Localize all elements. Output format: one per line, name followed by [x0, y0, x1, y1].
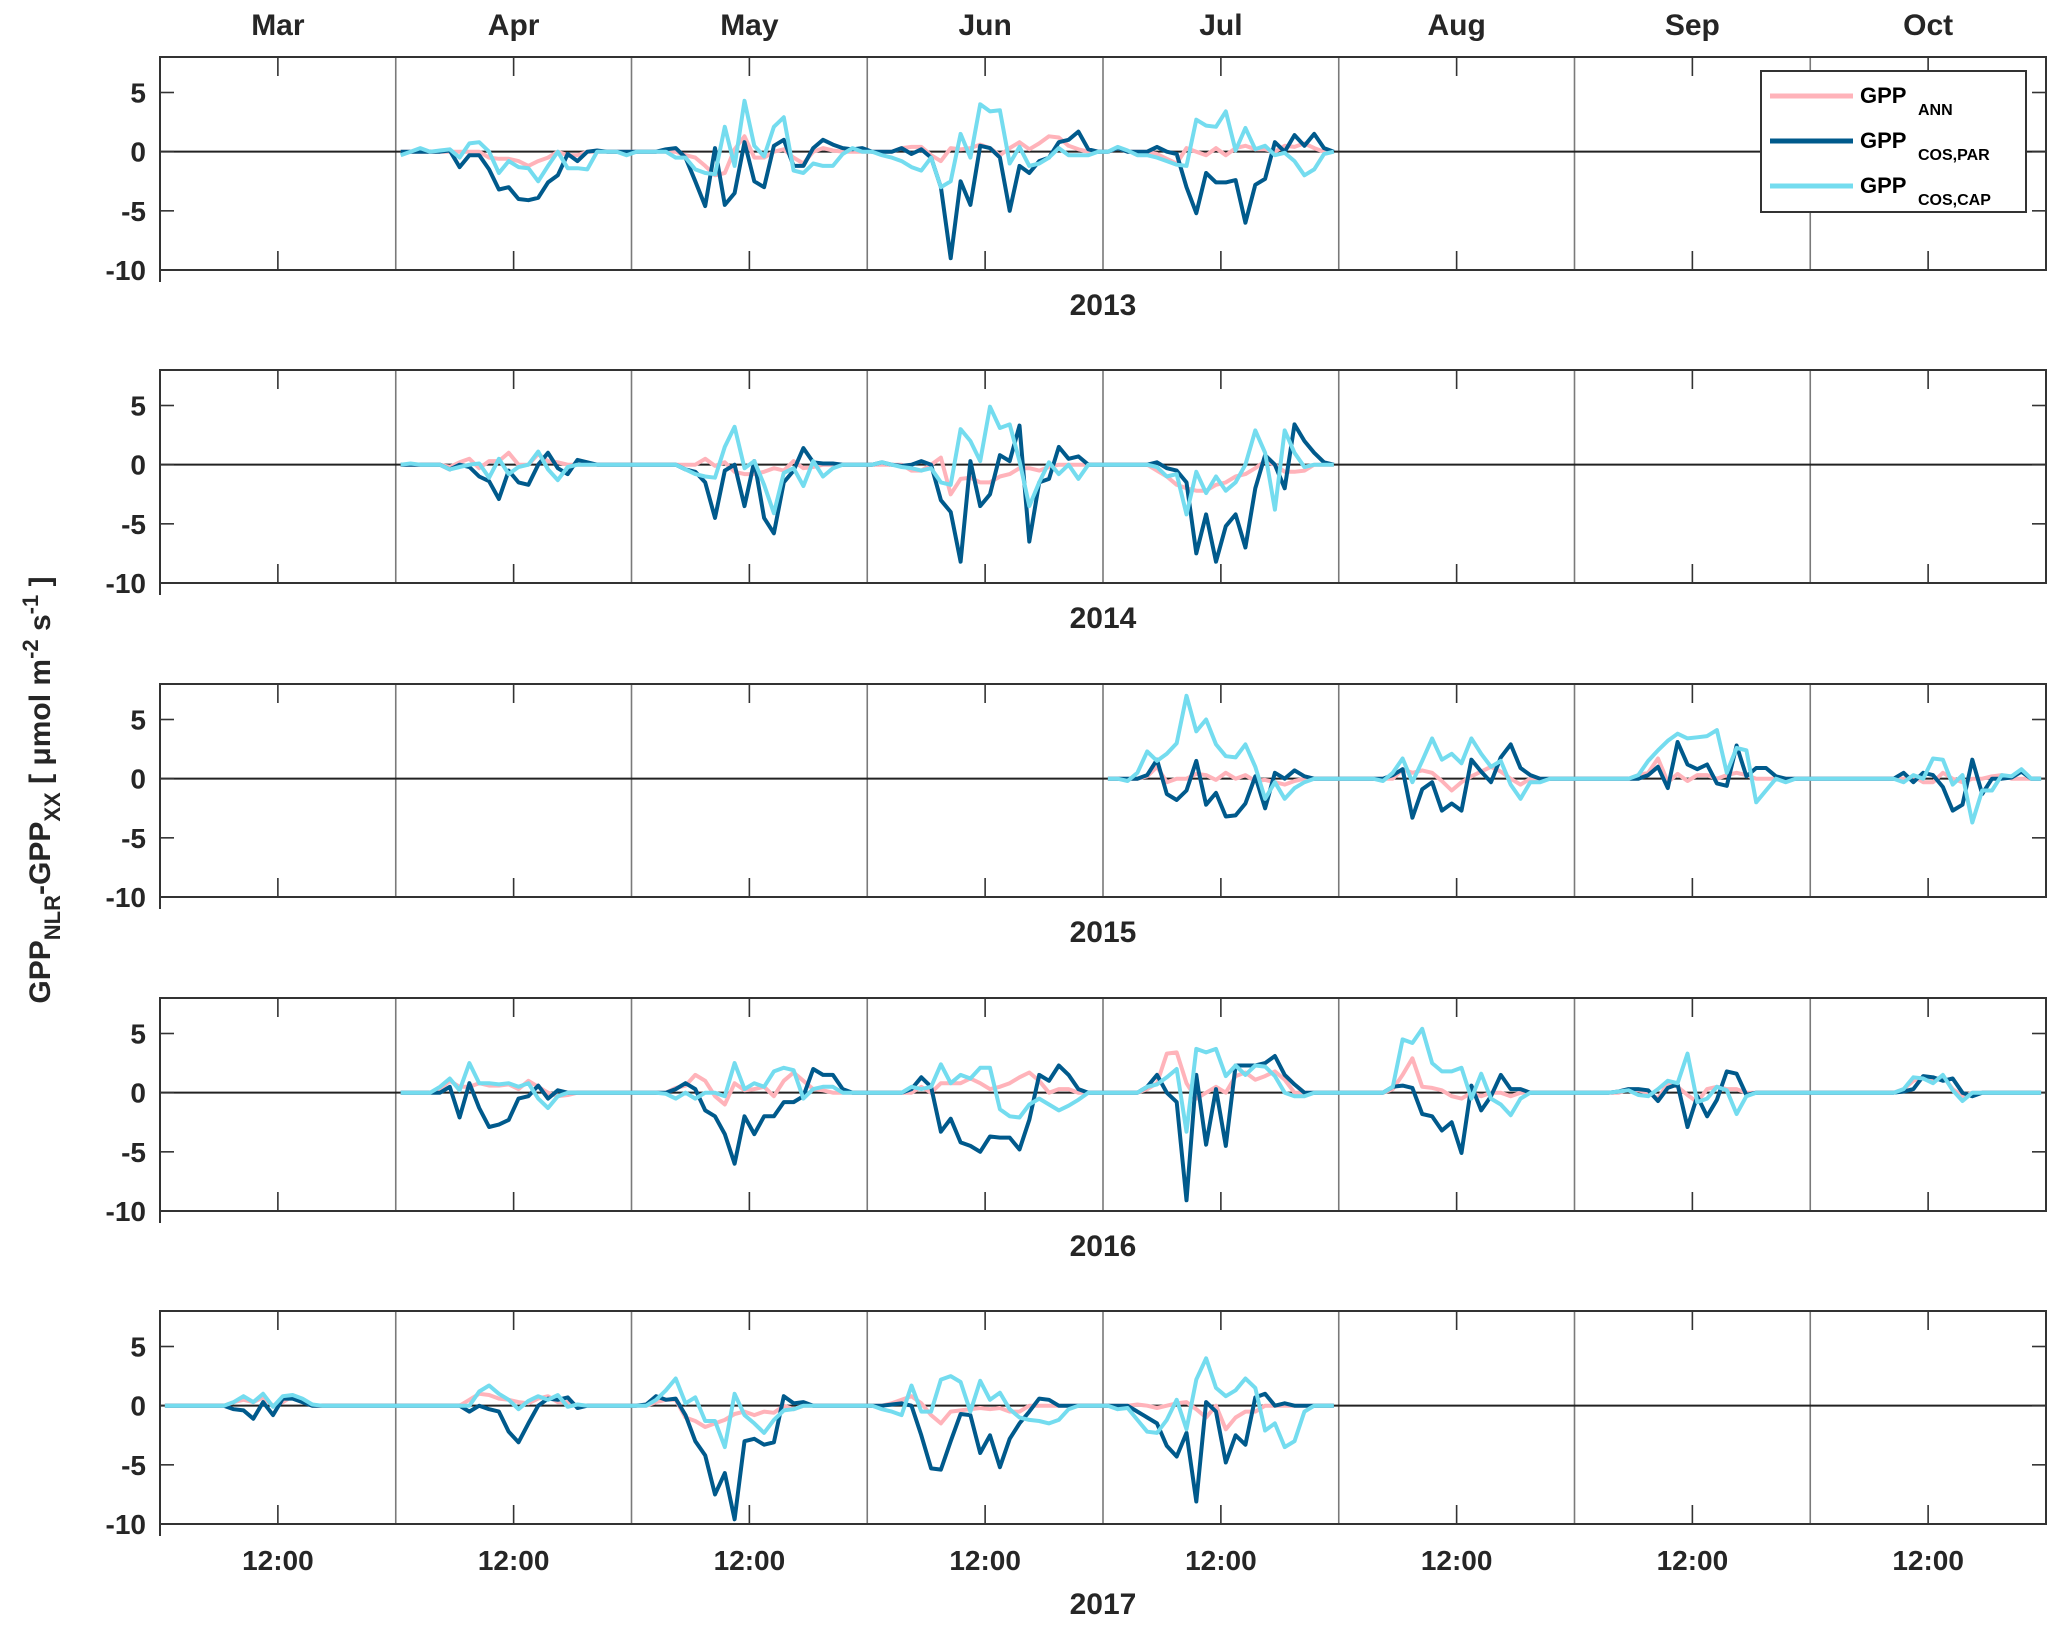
x-tick-label: 12:00: [1892, 1545, 1964, 1576]
month-label: May: [720, 9, 779, 42]
y-tick-label: 5: [130, 1332, 146, 1363]
panel-2013: -10 -5 0 5 2013: [106, 56, 2047, 322]
y-tick-label: 0: [130, 764, 146, 795]
month-label: Jul: [1199, 9, 1242, 42]
y-tick-label: 0: [130, 1391, 146, 1422]
month-label: Mar: [251, 9, 305, 42]
month-label: Sep: [1665, 9, 1720, 42]
y-tick-label: -5: [121, 1137, 146, 1168]
legend-label: GPP: [1860, 128, 1906, 153]
y-label-part: -2: [18, 639, 43, 659]
x-axis-label: 2017: [1070, 1588, 1137, 1621]
y-tick-label: 5: [130, 78, 146, 109]
y-tick-label: -10: [106, 255, 146, 286]
axes-box: [159, 997, 2047, 1212]
year-label: 2016: [1070, 1230, 1137, 1263]
y-tick-label: -10: [106, 882, 146, 913]
legend-subscript: COS,CAP: [1918, 192, 1991, 209]
month-label: Jun: [958, 9, 1011, 42]
y-label-part: XX: [40, 792, 65, 822]
y-label-part: [ μmol m: [24, 659, 57, 792]
legend-label: GPP: [1860, 173, 1906, 198]
y-tick-label: 0: [130, 450, 146, 481]
y-label-part: GPP: [24, 940, 57, 1003]
y-tick-label: -5: [121, 509, 146, 540]
y-label-part: NLR: [40, 895, 65, 940]
x-tick-label: 12:00: [478, 1545, 550, 1576]
y-label-part: -GPP: [24, 822, 57, 895]
y-tick-label: 5: [130, 391, 146, 422]
legend-label: GPP: [1860, 83, 1906, 108]
y-label-part: ]: [24, 576, 57, 594]
legend: GPP ANN GPP COS,PAR GPP COS,CAP: [1760, 70, 2027, 213]
x-tick-label: 12:00: [1185, 1545, 1257, 1576]
axes-box: [159, 56, 2047, 271]
series-line-cap-2017: [164, 1356, 1334, 1450]
series-line-cap-2013: [400, 98, 1335, 190]
axes-box: [159, 1310, 2047, 1525]
x-tick-label: 12:00: [949, 1545, 1021, 1576]
x-tick-label: 12:00: [242, 1545, 314, 1576]
y-label-part: -1: [18, 595, 43, 615]
series-line-cap-2014: [400, 404, 1334, 517]
month-label: Oct: [1903, 9, 1953, 42]
axes-box: [159, 369, 2047, 584]
axes-box: [159, 683, 2047, 898]
series-line-cap-2015: [1107, 693, 2042, 825]
panel-2017: -10 -5 0 5 12:00 12:00 12:00 12:00 12:00 12:00 12:…: [106, 1310, 2047, 1621]
panel-2016: -10 -5 0 5 2016: [106, 997, 2047, 1263]
y-tick-label: -10: [106, 568, 146, 599]
x-tick-label: 12:00: [1657, 1545, 1729, 1576]
x-tick-label: 12:00: [1421, 1545, 1493, 1576]
y-label-part: s: [24, 614, 57, 639]
series-line-par-2016: [400, 1054, 2042, 1203]
year-label: 2014: [1070, 602, 1137, 635]
y-tick-label: 0: [130, 137, 146, 168]
y-axis-label: GPPNLR-GPPXX [ μmol m-2 s-1 ]: [18, 576, 65, 1003]
legend-subscript: COS,PAR: [1918, 147, 1990, 164]
y-tick-label: -10: [106, 1196, 146, 1227]
month-label: Apr: [488, 9, 540, 42]
panel-2014: -10 -5 0 5 2014: [106, 369, 2047, 635]
y-tick-label: -5: [121, 1450, 146, 1481]
y-tick-label: 5: [130, 1019, 146, 1050]
y-tick-label: 0: [130, 1078, 146, 1109]
year-label: 2013: [1070, 289, 1137, 322]
y-tick-label: -10: [106, 1509, 146, 1540]
y-tick-label: -5: [121, 196, 146, 227]
y-tick-label: -5: [121, 823, 146, 854]
series-line-cap-2016: [400, 1026, 2042, 1134]
year-label: 2015: [1070, 916, 1137, 949]
legend-subscript: ANN: [1918, 102, 1953, 119]
x-tick-label: 12:00: [714, 1545, 786, 1576]
month-label: Aug: [1427, 9, 1485, 42]
panel-2015: -10 -5 0 5 2015: [106, 683, 2047, 949]
y-tick-label: 5: [130, 705, 146, 736]
